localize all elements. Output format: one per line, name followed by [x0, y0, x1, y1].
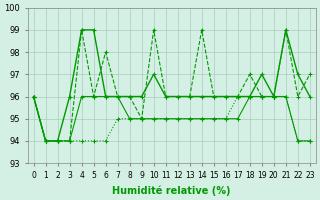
X-axis label: Humidité relative (%): Humidité relative (%) [112, 185, 231, 196]
